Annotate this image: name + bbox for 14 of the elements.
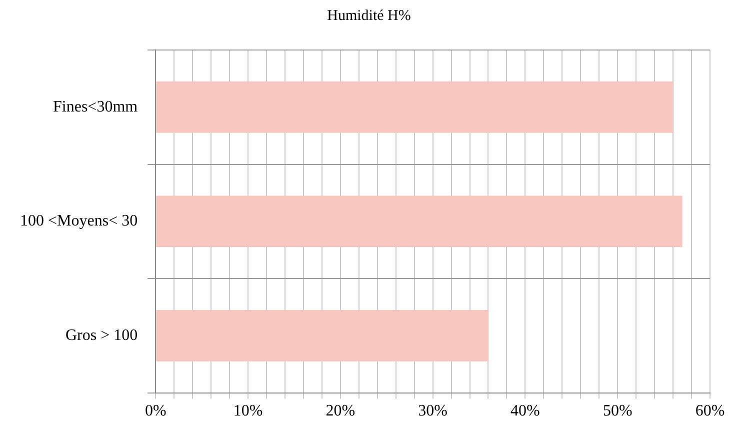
bar <box>156 310 488 362</box>
y-tick-label: Fines<30mm <box>53 98 138 116</box>
bar <box>156 196 682 248</box>
x-tick-label: 0% <box>144 402 166 420</box>
x-tick-label: 40% <box>510 402 540 420</box>
y-tick-label: 100 <Moyens< 30 <box>20 212 138 230</box>
x-tick-label: 50% <box>602 402 632 420</box>
x-tick-label: 30% <box>418 402 448 420</box>
x-tick-label: 10% <box>233 402 263 420</box>
bar <box>156 81 674 133</box>
x-tick-label: 20% <box>326 402 356 420</box>
chart-title: Humidité H% <box>326 8 412 25</box>
x-tick-label: 60% <box>695 402 725 420</box>
y-tick-label: Gros > 100 <box>65 326 138 344</box>
